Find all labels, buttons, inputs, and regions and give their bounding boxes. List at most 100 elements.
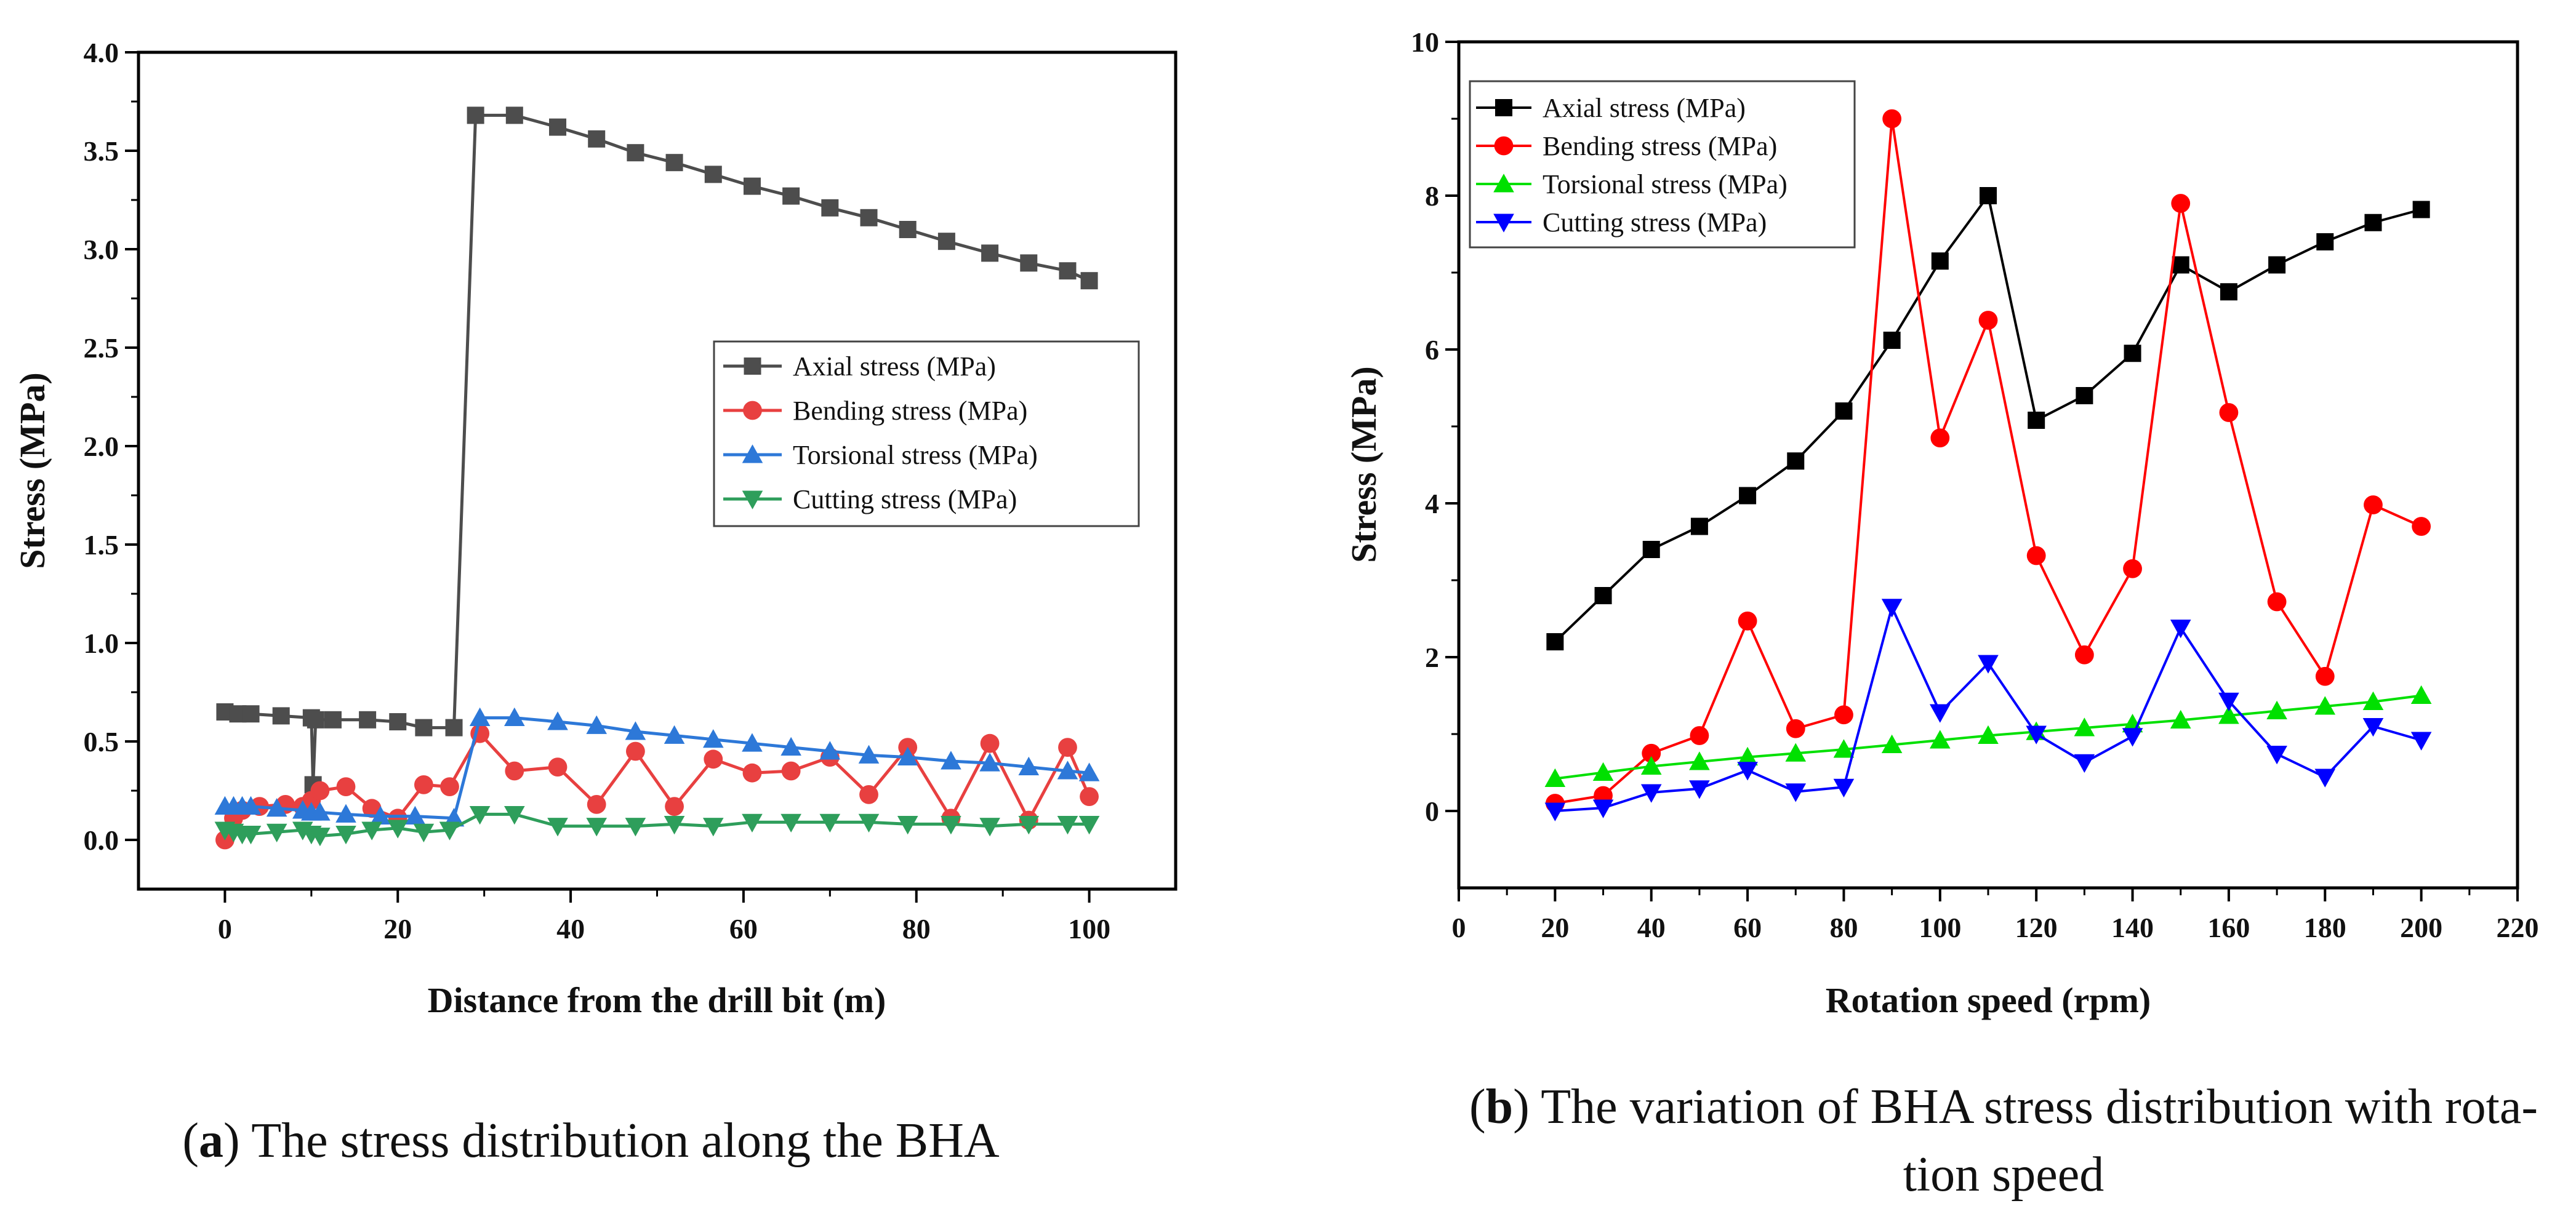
panel-a-series-3-marker-3: [240, 825, 262, 845]
panel-a-legend-3-marker-0: [742, 490, 763, 509]
panel-b-series-0-marker-4: [1739, 487, 1757, 505]
panel-b-series-2-marker-16: [2314, 696, 2336, 715]
caption-b-line2: tion speed: [1903, 1148, 2105, 1202]
panel-b-y-tick-label-5: 10: [1411, 26, 1439, 58]
panel-b-series-0-marker-10: [2028, 412, 2045, 429]
panel-b-series-1-marker-8: [1930, 428, 1950, 448]
caption-b-line1: (b) The variation of BHA stress distribu…: [1469, 1080, 2538, 1134]
panel-a-series-3-marker-25: [941, 815, 961, 835]
panel-b-x-tick-label-2: 40: [1637, 912, 1666, 943]
panel-b-series-1-marker-7: [1882, 109, 1902, 129]
panel-a-x-tick-label-0: 0: [218, 913, 232, 944]
panel-a-x-tick-label-2: 40: [556, 913, 585, 944]
panel-a-series-2-marker-10: [404, 805, 426, 825]
panel-a-series-2-marker-17: [664, 725, 685, 744]
panel-a-series-2-marker-25: [979, 753, 1000, 772]
panel-b-legend-3-marker-0: [1493, 214, 1514, 233]
panel-a-legend-1-marker-0: [743, 401, 762, 420]
panel-b-series-3-marker-11: [2074, 754, 2095, 773]
panel-b-series-0-marker-7: [1883, 332, 1901, 349]
panel-b-series-1-marker-18: [2412, 517, 2431, 536]
panel-a-y-tick-label-5: 2.5: [84, 332, 119, 364]
panel-b-x-tick-label-8: 160: [2207, 912, 2250, 943]
panel-a-series-3-marker-11: [413, 823, 435, 842]
panel-a-series-1-marker-14: [505, 761, 524, 781]
panel-b: 0 20 40 60 80 100 120 140 160 180 200 220 0 2 4 6 8 10 Ro…: [1344, 26, 2539, 1020]
panel-b-series-3-marker-2: [1640, 784, 1662, 803]
panel-a-series-0-marker-13: [505, 106, 523, 124]
panel-b-y-tick-label-1: 2: [1425, 642, 1439, 673]
panel-a-y-tick-label-0: 0.0: [84, 825, 119, 856]
panel-a-series-0-marker-12: [467, 106, 484, 124]
panel-b-series-2-marker-7: [1881, 734, 1903, 753]
panel-b-series-1: [1545, 109, 2431, 813]
panel-a-series-0-marker-18: [704, 166, 722, 183]
panel-a-series-2-marker-18: [702, 729, 724, 748]
panel-a-series-3-marker-8: [335, 825, 356, 845]
panel-a: 0 20 40 60 80 1000.00.51.01.52.02.53.03.54.0 …: [12, 37, 1178, 1020]
panel-a-series-1-marker-19: [704, 749, 723, 769]
panel-a-y-tick-label-4: 2.0: [84, 431, 119, 462]
panel-b-series-2-marker-15: [2266, 700, 2287, 719]
panel-b-y-tick-label-0: 0: [1425, 796, 1439, 827]
panel-b-series-0-marker-9: [1980, 187, 1997, 204]
panel-a-series-3-marker-18: [664, 815, 685, 835]
panel-a-series-2-marker-26: [1018, 756, 1040, 776]
panel-b-series-0-marker-2: [1642, 541, 1660, 558]
panel-a-series-1-marker-18: [665, 797, 684, 816]
panel-b-series-3-marker-12: [2122, 728, 2143, 747]
panel-a-series-2-marker-7: [310, 802, 331, 821]
panel-a-series-1-marker-29: [1080, 787, 1099, 806]
panel-b-series-3-marker-13: [2170, 620, 2191, 639]
panel-b-x-tick-label-7: 140: [2111, 912, 2154, 943]
caption-a: (a) The stress distribution along the BH…: [182, 1114, 999, 1168]
panel-b-y-tick-label-3: 6: [1425, 334, 1439, 365]
panel-b-series-0-marker-3: [1690, 517, 1708, 535]
panel-b-series-0-marker-17: [2364, 214, 2382, 231]
panel-b-series-2-marker-14: [2218, 705, 2239, 724]
panel-b-legend-label-0: Axial stress (MPa): [1543, 93, 1746, 123]
panel-b-series-3-marker-18: [2410, 732, 2432, 751]
panel-a-series-3-marker-14: [504, 805, 525, 825]
panel-a-series-0-marker-24: [937, 233, 955, 250]
panel-b-x-tick-label-10: 200: [2400, 912, 2442, 943]
panel-a-series-0: [216, 106, 1098, 794]
panel-a-series-3-marker-21: [780, 813, 801, 833]
panel-b-series: [1544, 109, 2432, 821]
panel-b-series-3-marker-0: [1544, 802, 1566, 821]
panel-a-series-3-marker-24: [897, 815, 918, 835]
panel-b-series-1-marker-16: [2315, 666, 2335, 686]
panel-a-series-0-marker-27: [1059, 262, 1077, 280]
panel-a-series-0-marker-10: [415, 719, 433, 737]
panel-a-series-1-marker-17: [625, 741, 645, 761]
panel-b-series-0: [1546, 187, 2430, 650]
panel-a-series-3-marker-13: [469, 805, 491, 825]
panel-a-series-1-marker-8: [336, 777, 356, 796]
panel-b-legend-label-1: Bending stress (MPa): [1543, 131, 1777, 161]
panel-a-x-tick-label-5: 100: [1068, 913, 1110, 944]
panel-b-series-2-marker-9: [1978, 725, 1999, 744]
panel-b-y-tick-label-2: 4: [1425, 488, 1439, 519]
panel-a-series-0-marker-26: [1020, 254, 1038, 272]
panel-b-series-3: [1544, 599, 2432, 821]
panel-a-series-0-marker-23: [899, 221, 917, 238]
panel-a-series-0-marker-28: [1080, 272, 1098, 290]
panel-a-series-3-marker-16: [586, 818, 608, 837]
panel-b-series-1-marker-12: [2123, 559, 2142, 578]
panel-b-series-0-marker-18: [2412, 201, 2430, 218]
panel-b-series-3-marker-5: [1785, 783, 1807, 802]
panel-b-series-2-marker-2: [1640, 756, 1662, 775]
panel-b-x-tick-label-9: 180: [2304, 912, 2346, 943]
panel-a-series-2-marker-3: [240, 796, 262, 815]
caption-b-label: b: [1486, 1080, 1514, 1134]
panel-b-legend-1-marker-0: [1494, 136, 1514, 156]
panel-b-legend-0-marker-0: [1495, 99, 1512, 116]
panel-a-legend-label-0: Axial stress (MPa): [793, 351, 996, 381]
panel-b-series-1-marker-5: [1786, 719, 1805, 738]
panel-a-legend-label-3: Cutting stress (MPa): [793, 484, 1017, 514]
panel-b-series-3-marker-6: [1833, 778, 1855, 798]
panel-a-series-3-marker-22: [819, 813, 841, 833]
panel-a-y-tick-label-1: 0.5: [84, 726, 119, 757]
panel-a-y-tick-label-8: 4.0: [84, 37, 119, 68]
